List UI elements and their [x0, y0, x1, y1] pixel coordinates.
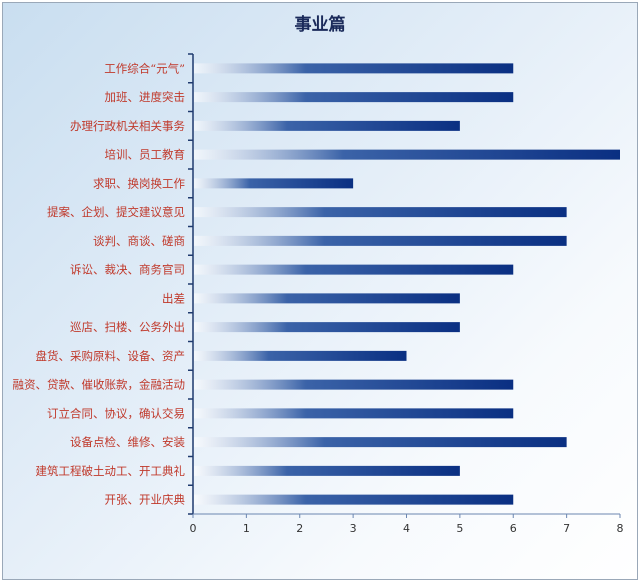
- x-tick-label: 2: [296, 522, 303, 535]
- category-label: 设备点检、维修、安装: [70, 435, 185, 449]
- category-label: 订立合同、协议，确认交易: [47, 406, 185, 420]
- x-tick-label: 5: [456, 522, 463, 535]
- bar: [194, 207, 567, 218]
- bar: [194, 120, 460, 131]
- x-tick-label: 8: [617, 522, 624, 535]
- category-label: 融资、贷款、催收账款，金融活动: [13, 378, 186, 392]
- category-label: 诉讼、裁决、商务官司: [70, 263, 185, 277]
- x-tick-label: 3: [350, 522, 357, 535]
- x-tick-label: 6: [510, 522, 517, 535]
- category-label: 求职、换岗换工作: [93, 176, 185, 190]
- category-label: 工作综合“元气”: [104, 61, 185, 75]
- chart-title: 事业篇: [295, 14, 346, 35]
- bar: [194, 494, 514, 505]
- category-label: 提案、企划、提交建议意见: [47, 205, 185, 219]
- category-label: 培训、员工教育: [105, 148, 186, 162]
- category-label: 开张、开业庆典: [105, 493, 186, 507]
- category-label: 加班、进度突击: [105, 90, 186, 104]
- bar: [194, 178, 354, 189]
- x-tick-label: 1: [243, 522, 250, 535]
- bar: [194, 264, 514, 275]
- category-label: 出差: [162, 291, 185, 305]
- bar: [194, 63, 514, 74]
- category-label: 建筑工程破土动工、开工典礼: [36, 464, 186, 478]
- category-label: 谈判、商谈、磋商: [93, 234, 185, 248]
- bar: [194, 293, 460, 304]
- bar: [194, 379, 514, 390]
- category-label: 巡店、扫楼、公务外出: [70, 320, 185, 334]
- bar: [194, 437, 567, 448]
- bar: [194, 92, 514, 103]
- bar: [194, 322, 460, 333]
- bar: [194, 408, 514, 419]
- bar: [194, 149, 620, 160]
- x-tick-label: 4: [403, 522, 410, 535]
- bar: [194, 350, 407, 361]
- bar: [194, 235, 567, 246]
- x-tick-label: 7: [563, 522, 570, 535]
- category-label: 办理行政机关相关事务: [70, 119, 185, 133]
- x-tick-label: 0: [190, 522, 197, 535]
- category-label: 盘货、采购原料、设备、资产: [36, 349, 186, 363]
- bar: [194, 465, 460, 476]
